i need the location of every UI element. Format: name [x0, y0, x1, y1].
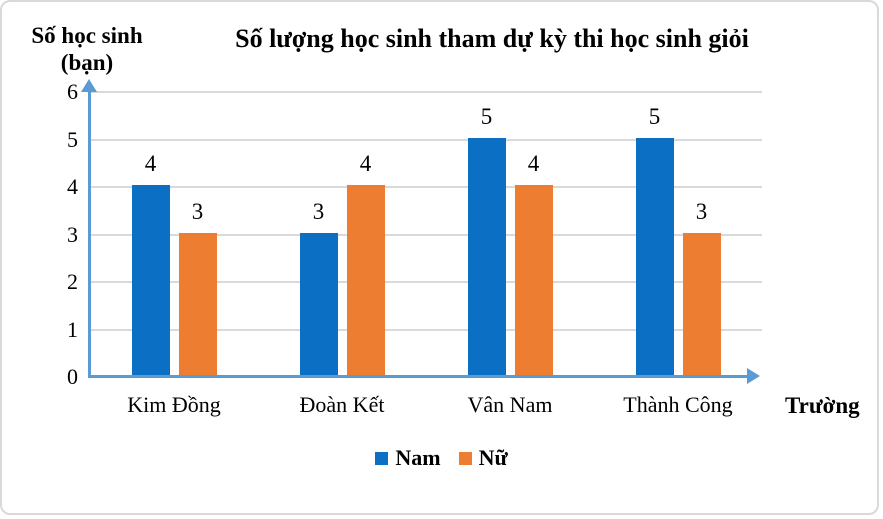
x-axis-arrow-icon	[747, 368, 760, 384]
y-tick-3: 3	[67, 221, 78, 247]
y-tick-6: 6	[67, 79, 78, 104]
gridline-y2	[90, 281, 762, 283]
legend: Nam Nữ	[2, 445, 877, 470]
bar-value-label: 3	[191, 198, 204, 224]
y-tick-0: 0	[67, 364, 78, 389]
bar-nam-2	[299, 232, 338, 375]
chart-title: Số lượng học sinh tham dự kỳ thi học sin…	[235, 24, 749, 53]
x-axis-line	[90, 375, 748, 378]
x-category-label: Đoàn Kết	[299, 392, 385, 417]
y-axis-line	[88, 90, 91, 378]
bar-value-label: 3	[312, 198, 325, 224]
bar-nữ-2	[346, 185, 385, 375]
bar-value-label: 5	[480, 103, 493, 129]
legend-label: Nữ	[478, 445, 508, 470]
bar-value-label: 4	[144, 151, 157, 176]
y-axis-title: Số học sinh (bạn)	[18, 22, 156, 76]
gridline-y6	[90, 91, 762, 93]
bar-value-label: 5	[648, 103, 661, 129]
bar-value-label: 4	[359, 151, 372, 176]
legend-swatch-icon	[375, 451, 389, 465]
bar-nữ-4	[682, 232, 721, 375]
y-tick-1: 1	[67, 316, 78, 342]
y-axis-arrow-icon	[81, 79, 97, 92]
bar-nam-3	[467, 137, 506, 375]
y-axis-title-line2: (bạn)	[60, 50, 114, 75]
gridline-y3	[90, 233, 762, 236]
bar-value-label: 3	[695, 198, 708, 224]
y-tick-4: 4	[67, 174, 78, 199]
gridline-y1	[90, 328, 762, 331]
x-category-label: Thành Công	[623, 392, 733, 417]
gridline-y5	[90, 138, 762, 141]
bar-nam-4	[635, 137, 674, 375]
legend-label: Nam	[395, 445, 441, 470]
x-category-label: Kim Đồng	[127, 392, 221, 417]
x-axis-title: Trường	[785, 393, 860, 418]
x-category-label: Vân Nam	[467, 392, 553, 417]
bar-value-label: 4	[527, 151, 540, 176]
gridline-y4	[90, 186, 762, 188]
legend-item-nữ: Nữ	[458, 445, 508, 470]
bar-nam-1	[131, 185, 170, 375]
y-tick-5: 5	[67, 126, 78, 152]
y-tick-2: 2	[67, 269, 78, 294]
legend-swatch-icon	[458, 451, 472, 465]
y-axis-title-line1: Số học sinh	[31, 23, 143, 48]
legend-item-nam: Nam	[375, 445, 441, 470]
bar-nữ-1	[178, 232, 217, 375]
plot-area: 4 3 3 4 5 4 5 3	[90, 91, 762, 377]
bar-nữ-3	[514, 185, 553, 375]
